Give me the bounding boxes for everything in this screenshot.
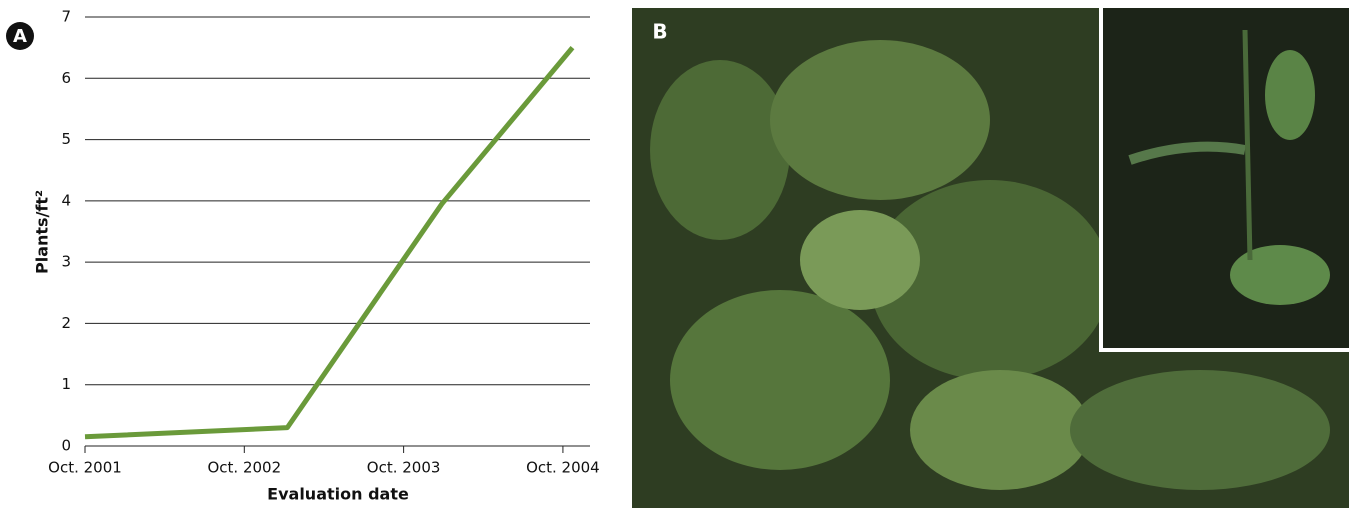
data-line [85,48,572,437]
y-tick-label: 7 [61,8,71,26]
figure: A B Plants/ft² Evaluation date 0 1 2 3 4 5 6 7 O… [0,0,1349,508]
panel-label: A [13,26,27,47]
x-tick-label: Oct. 2002 [207,459,281,477]
photo [632,8,1349,508]
y-tick-label: 1 [61,375,71,393]
x-tick-label: Oct. 2004 [526,459,600,477]
y-tick-label: 4 [61,191,71,209]
panel-label: B [652,20,667,44]
x-tick-label: Oct. 2001 [48,459,122,477]
y-tick-label: 6 [61,69,71,87]
y-tick-label: 5 [61,130,71,148]
y-axis-label: Plants/ft² [33,190,52,274]
y-tick-label: 3 [61,253,71,271]
x-axis-label: Evaluation date [267,485,409,504]
y-tick-label: 2 [61,314,71,332]
x-tick-label: Oct. 2003 [367,459,441,477]
y-tick-label: 0 [61,437,71,455]
